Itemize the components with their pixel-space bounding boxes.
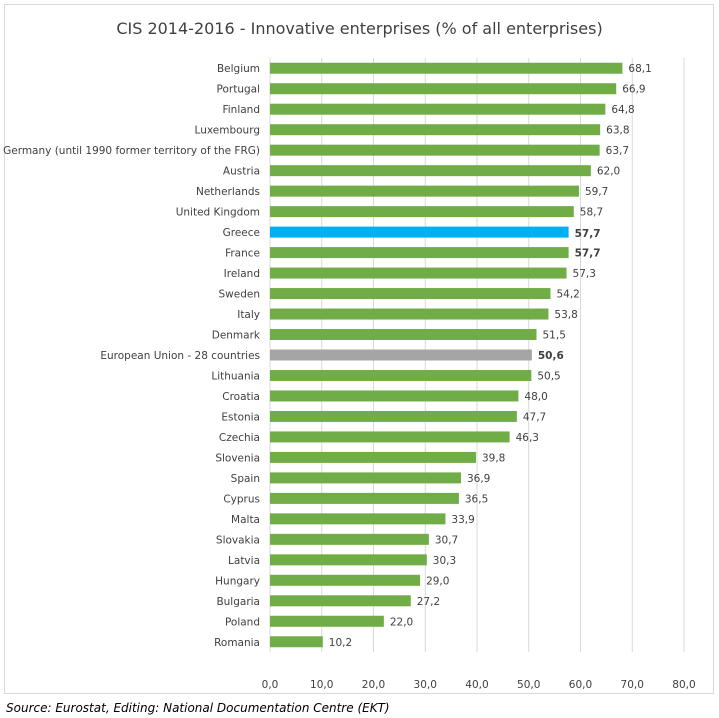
data-label: 64,8 <box>611 104 634 116</box>
bar <box>270 431 510 443</box>
data-label: 62,0 <box>597 166 620 178</box>
bar <box>270 513 446 525</box>
data-label: 68,1 <box>628 63 651 75</box>
data-label: 27,2 <box>417 596 440 608</box>
category-label: Portugal <box>217 84 261 96</box>
category-label: Poland <box>225 616 260 628</box>
bar <box>270 554 427 566</box>
bar <box>270 144 600 156</box>
data-label: 10,2 <box>329 637 352 649</box>
data-label: 30,3 <box>433 555 456 567</box>
data-label: 22,0 <box>390 616 413 628</box>
category-label: Estonia <box>221 411 260 423</box>
x-tick-label: 60,0 <box>569 679 592 691</box>
category-label: France <box>225 248 260 260</box>
bar <box>270 103 606 115</box>
bar <box>270 329 537 341</box>
data-label: 47,7 <box>523 411 546 423</box>
data-label: 50,5 <box>537 370 560 382</box>
category-label: Ireland <box>224 268 260 280</box>
x-tick-label: 0,0 <box>262 679 279 691</box>
category-label: Czechia <box>219 432 260 444</box>
bar <box>270 636 323 648</box>
data-label: 57,7 <box>575 228 601 240</box>
data-label: 29,0 <box>426 575 449 587</box>
data-label: 48,0 <box>524 391 547 403</box>
category-label: Lithuania <box>211 370 260 382</box>
category-label: Sweden <box>219 289 261 301</box>
bar <box>270 390 519 402</box>
bar <box>270 349 532 361</box>
category-label: Latvia <box>228 555 260 567</box>
x-tick-label: 50,0 <box>517 679 540 691</box>
bar <box>270 308 549 320</box>
x-tick-label: 30,0 <box>414 679 437 691</box>
bar <box>270 410 517 422</box>
x-tick-label: 70,0 <box>621 679 644 691</box>
data-label: 39,8 <box>482 452 505 464</box>
category-label: Spain <box>231 473 260 485</box>
category-label: Denmark <box>212 330 261 342</box>
bar <box>270 267 567 279</box>
bar <box>270 165 591 177</box>
bar <box>270 451 476 463</box>
category-label: European Union - 28 countries <box>100 350 260 362</box>
data-label: 51,5 <box>543 330 566 342</box>
category-label: Malta <box>231 514 260 526</box>
data-label: 33,9 <box>451 514 474 526</box>
category-label: Slovenia <box>215 452 260 464</box>
category-label: Germany (until 1990 former territory of … <box>3 145 260 157</box>
x-tick-label: 40,0 <box>465 679 488 691</box>
category-label: Bulgaria <box>216 596 260 608</box>
bar <box>270 62 623 74</box>
bar <box>270 595 411 607</box>
data-label: 36,5 <box>465 493 488 505</box>
data-label: 63,8 <box>606 125 629 137</box>
data-label: 57,3 <box>573 268 596 280</box>
bar <box>270 369 532 381</box>
data-label: 46,3 <box>516 432 539 444</box>
data-label: 30,7 <box>435 534 458 546</box>
bar <box>270 472 461 484</box>
category-label: Romania <box>214 637 260 649</box>
category-label: Luxembourg <box>195 125 260 137</box>
chart-title: CIS 2014-2016 - Innovative enterprises (… <box>116 19 603 38</box>
source-note: Source: Eurostat, Editing: National Docu… <box>6 701 390 715</box>
category-label: Austria <box>223 166 260 178</box>
data-label: 58,7 <box>580 207 603 219</box>
category-label: Hungary <box>215 575 260 587</box>
x-tick-label: 10,0 <box>310 679 333 691</box>
bar <box>270 206 574 218</box>
bar <box>270 492 459 504</box>
category-label: Cyprus <box>223 493 260 505</box>
bar <box>270 185 579 197</box>
category-label: Italy <box>237 309 260 321</box>
category-label: United Kingdom <box>176 207 260 219</box>
bar <box>270 226 569 238</box>
category-label: Croatia <box>222 391 260 403</box>
category-label: Belgium <box>217 63 260 75</box>
bar <box>270 288 551 300</box>
bar <box>270 247 569 259</box>
x-tick-label: 20,0 <box>362 679 385 691</box>
category-label: Slovakia <box>216 534 260 546</box>
bar <box>270 533 429 545</box>
bar <box>270 574 421 586</box>
category-label: Netherlands <box>196 186 260 198</box>
bar <box>270 124 601 136</box>
data-label: 36,9 <box>467 473 490 485</box>
data-label: 66,9 <box>622 84 645 96</box>
bar <box>270 615 384 627</box>
data-label: 57,7 <box>575 248 601 260</box>
data-label: 59,7 <box>585 186 608 198</box>
data-label: 50,6 <box>538 350 564 362</box>
bar <box>270 83 617 95</box>
x-tick-label: 80,0 <box>672 679 695 691</box>
category-label: Greece <box>223 227 260 239</box>
category-label: Finland <box>222 104 260 116</box>
data-label: 53,8 <box>554 309 577 321</box>
data-label: 54,2 <box>556 289 579 301</box>
data-label: 63,7 <box>606 145 629 157</box>
